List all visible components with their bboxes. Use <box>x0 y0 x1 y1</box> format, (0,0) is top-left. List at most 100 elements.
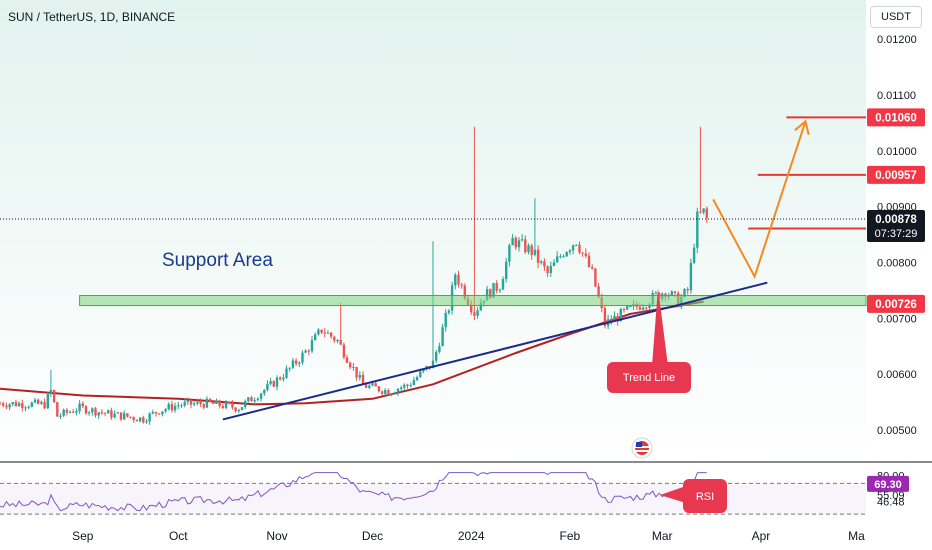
candle[interactable] <box>87 410 91 416</box>
candle[interactable] <box>84 405 88 415</box>
candle[interactable] <box>336 339 339 344</box>
candle[interactable] <box>237 408 240 413</box>
candle[interactable] <box>30 401 33 408</box>
candle[interactable] <box>250 395 253 402</box>
candle[interactable] <box>686 286 689 295</box>
candle[interactable] <box>186 397 189 406</box>
candle[interactable] <box>116 411 119 414</box>
current-price-badge[interactable]: 0.00878 07:37:29 <box>867 209 925 242</box>
candle[interactable] <box>65 408 69 416</box>
candle[interactable] <box>301 350 304 365</box>
candle[interactable] <box>352 363 355 371</box>
candle[interactable] <box>495 280 498 294</box>
candle[interactable] <box>517 237 521 252</box>
candle[interactable] <box>180 403 183 409</box>
candle[interactable] <box>269 377 272 386</box>
candle[interactable] <box>291 358 295 370</box>
candle[interactable] <box>310 336 314 354</box>
candle[interactable] <box>511 233 514 246</box>
candle[interactable] <box>81 401 84 409</box>
candle[interactable] <box>387 388 390 396</box>
candle[interactable] <box>699 126 702 214</box>
candle[interactable] <box>622 307 626 313</box>
candle[interactable] <box>158 413 161 415</box>
candle[interactable] <box>151 409 154 415</box>
candle[interactable] <box>562 254 565 258</box>
candle[interactable] <box>78 400 81 415</box>
candle[interactable] <box>259 392 263 402</box>
candle[interactable] <box>435 350 438 363</box>
candle[interactable] <box>62 408 65 418</box>
candle[interactable] <box>183 398 186 408</box>
trend-line[interactable] <box>222 281 768 421</box>
candle[interactable] <box>393 391 396 394</box>
candle[interactable] <box>368 384 371 390</box>
candle[interactable] <box>234 407 237 413</box>
candle[interactable] <box>14 399 18 407</box>
candle[interactable] <box>266 380 269 392</box>
candle[interactable] <box>11 401 14 407</box>
candle[interactable] <box>696 207 699 254</box>
candle[interactable] <box>205 396 209 409</box>
price-label-0.00726[interactable]: 0.00726 <box>867 294 925 313</box>
candle[interactable] <box>119 412 123 422</box>
candle[interactable] <box>705 206 708 223</box>
candle[interactable] <box>193 401 196 407</box>
candle[interactable] <box>345 354 349 364</box>
support-zone[interactable] <box>79 294 867 307</box>
candle[interactable] <box>68 410 72 414</box>
candle[interactable] <box>603 304 607 329</box>
candle[interactable] <box>138 417 142 423</box>
candle[interactable] <box>272 380 275 388</box>
candle[interactable] <box>40 400 43 406</box>
candle[interactable] <box>113 410 116 419</box>
candle[interactable] <box>527 243 530 255</box>
candle[interactable] <box>447 309 451 315</box>
candle[interactable] <box>126 413 129 418</box>
candle[interactable] <box>142 415 145 424</box>
candle[interactable] <box>59 413 62 419</box>
candle[interactable] <box>97 412 100 419</box>
candle[interactable] <box>702 208 705 215</box>
candle[interactable] <box>161 411 164 417</box>
candle[interactable] <box>584 248 587 258</box>
candle[interactable] <box>33 398 37 404</box>
candle[interactable] <box>384 388 387 398</box>
candle[interactable] <box>307 349 310 356</box>
candle[interactable] <box>339 302 342 345</box>
candle[interactable] <box>549 261 552 277</box>
support-area-label[interactable]: Support Area <box>162 250 273 271</box>
candle[interactable] <box>587 252 591 268</box>
candle[interactable] <box>2 401 5 408</box>
candle[interactable] <box>221 403 225 409</box>
candle[interactable] <box>575 244 578 247</box>
candle[interactable] <box>508 243 511 267</box>
candle[interactable] <box>135 419 139 422</box>
candle[interactable] <box>110 407 113 420</box>
candle[interactable] <box>591 264 594 270</box>
candle[interactable] <box>505 257 508 283</box>
candle[interactable] <box>552 259 556 267</box>
candle[interactable] <box>412 376 416 386</box>
rsi-callout[interactable]: RSI <box>660 479 727 513</box>
candle[interactable] <box>524 235 527 254</box>
candle[interactable] <box>94 407 97 418</box>
trend-line-callout[interactable]: Trend Line <box>607 288 691 393</box>
candle[interactable] <box>559 253 562 259</box>
candle[interactable] <box>8 403 11 411</box>
candle[interactable] <box>594 268 597 288</box>
candle[interactable] <box>196 398 199 406</box>
candle[interactable] <box>247 396 250 403</box>
candle[interactable] <box>645 306 648 311</box>
candle[interactable] <box>285 365 288 379</box>
candle[interactable] <box>415 375 419 382</box>
candle[interactable] <box>240 407 244 411</box>
candle[interactable] <box>100 409 104 415</box>
candle[interactable] <box>546 265 549 278</box>
candle[interactable] <box>613 311 616 322</box>
price-label-0.00957[interactable]: 0.00957 <box>867 165 925 184</box>
candle[interactable] <box>244 399 247 410</box>
candle[interactable] <box>349 361 352 370</box>
candle[interactable] <box>199 398 202 407</box>
